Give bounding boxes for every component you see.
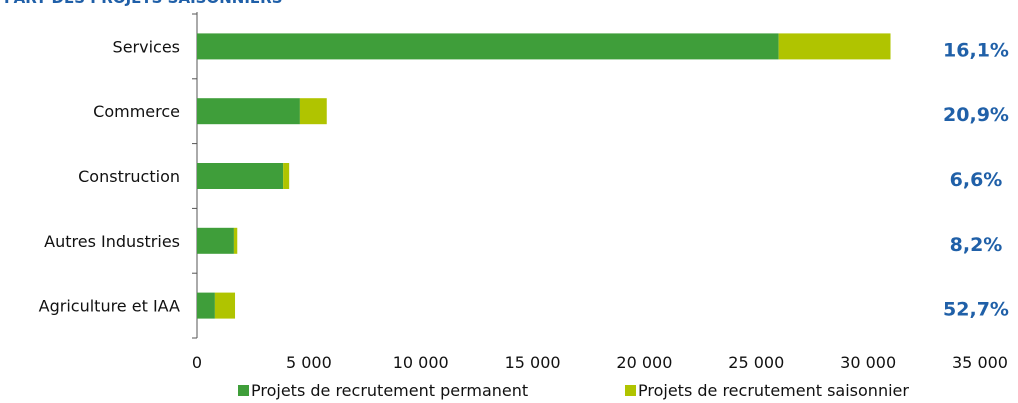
bar-permanent-3 (197, 227, 234, 254)
x-tick-label: 25 000 (728, 353, 784, 372)
x-tick-label: 20 000 (616, 353, 672, 372)
x-tick-label: 0 (192, 353, 202, 372)
category-label: Commerce (93, 102, 180, 121)
x-tick-label: 10 000 (393, 353, 449, 372)
x-tick-label: 30 000 (840, 353, 896, 372)
share-label: 16,1% (943, 39, 1009, 61)
bar-permanent-2 (197, 163, 284, 189)
x-tick-label: 15 000 (505, 353, 561, 372)
share-label: 52,7% (943, 299, 1009, 321)
category-label: Agriculture et IAA (39, 297, 180, 316)
x-tick-label: 35 000 (952, 353, 1008, 372)
legend-swatch (238, 385, 249, 396)
x-tick-label: 5 000 (286, 353, 332, 372)
share-label: 20,9% (943, 104, 1009, 126)
category-label: Autres Industries (44, 232, 180, 251)
category-label: Construction (78, 167, 180, 186)
bar-permanent-4 (197, 292, 215, 319)
bar-saisonnier-1 (299, 98, 327, 125)
bar-permanent-1 (197, 98, 300, 125)
share-label: 6,6% (950, 169, 1003, 191)
bar-saisonnier-0 (778, 33, 891, 60)
bar-permanent-0 (197, 33, 779, 60)
bar-saisonnier-2 (283, 163, 290, 189)
legend-label: Projets de recrutement saisonnier (638, 381, 909, 400)
legend-swatch (625, 385, 636, 396)
bar-saisonnier-4 (214, 292, 236, 319)
category-label: Services (113, 37, 180, 56)
chart-title: PART DES PROJETS SAISONNIERS (4, 0, 283, 7)
share-label: 8,2% (950, 234, 1003, 256)
bar-saisonnier-3 (233, 227, 238, 254)
legend-label: Projets de recrutement permanent (251, 381, 528, 400)
